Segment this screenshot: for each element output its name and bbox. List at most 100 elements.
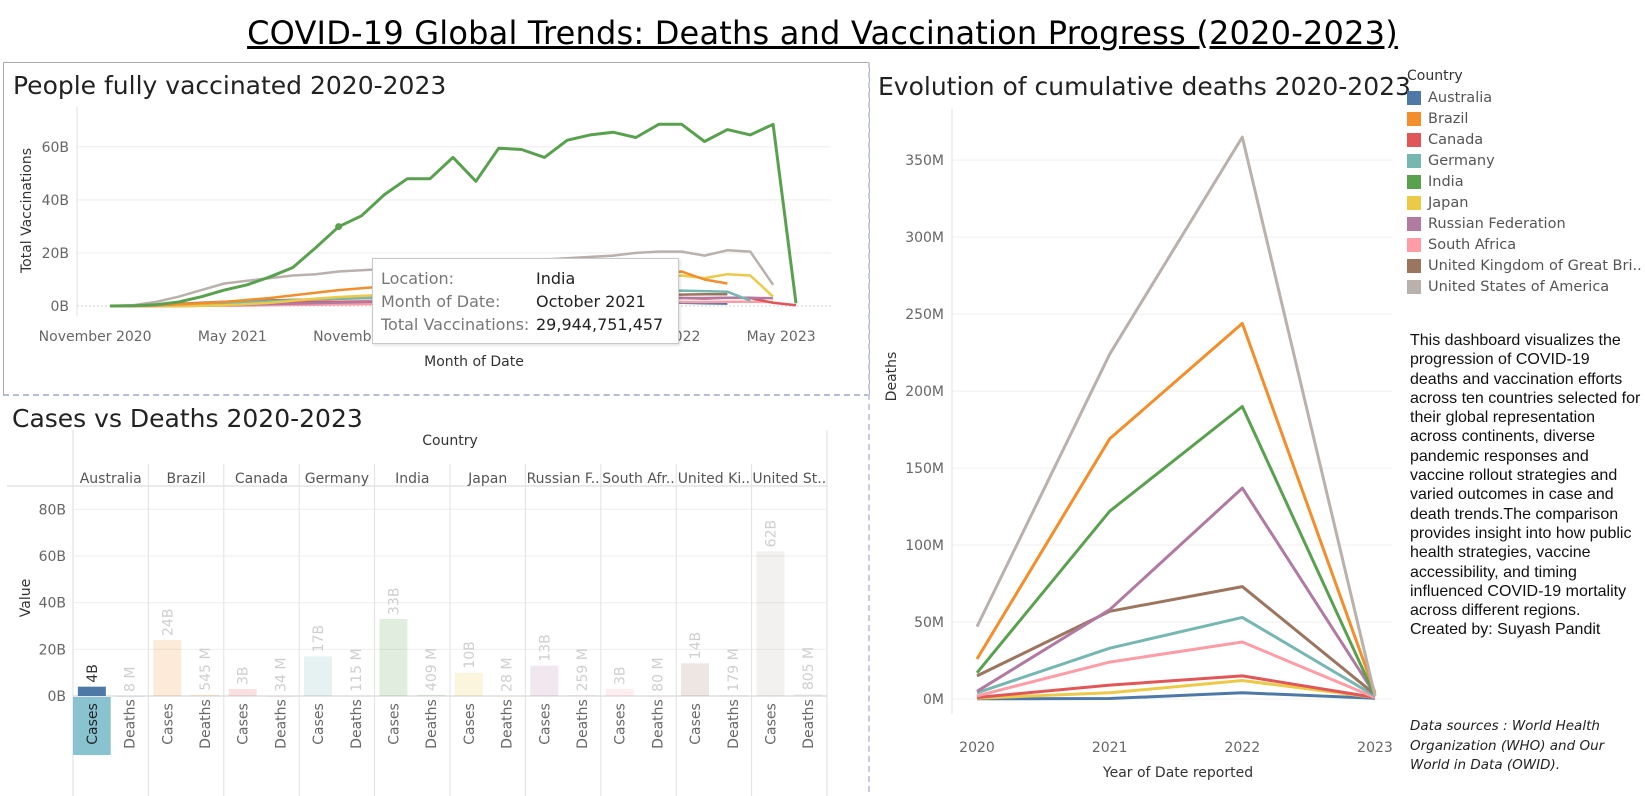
legend-items[interactable]: Australia Brazil Canada Germany India Japan Ru… [1407,87,1642,297]
description-text: This dashboard visualizes the progressio… [1410,332,1641,620]
cases-measure-label[interactable]: Cases [763,703,779,745]
y-tick-label: 0B [47,689,66,705]
cases-measure-label[interactable]: Cases [311,703,327,745]
highlighted-point[interactable] [335,223,343,231]
y-tick-label: 20B [42,246,69,262]
tooltip-key: Total Vaccinations: [381,315,530,334]
deaths-chart-panel[interactable]: Evolution of cumulative deaths 2020-2023… [872,62,1411,796]
legend-item-canada[interactable]: Canada [1407,129,1642,150]
country-legend[interactable]: Country Australia Brazil Canada Germany Indi… [1407,68,1642,297]
series-line-india[interactable] [109,122,798,308]
vaccination-chart-panel[interactable]: People fully vaccinated 2020-2023 0B 20B 4… [3,62,870,396]
cases-deaths-title: Cases vs Deaths 2020-2023 [12,404,363,433]
deaths-bar[interactable] [643,695,672,697]
cases-bar[interactable] [681,663,710,696]
legend-swatch [1407,153,1421,168]
legend-swatch [1407,195,1421,210]
cases-bar[interactable] [153,640,182,696]
deaths-measure-label[interactable]: Deaths [424,699,440,749]
legend-item-india[interactable]: India [1407,171,1642,192]
legend-label: Australia [1428,89,1493,106]
country-column-label: Russian F.. [527,471,600,487]
deaths-measure-label[interactable]: Deaths [575,699,591,749]
deaths-measure-label[interactable]: Deaths [123,699,139,749]
series-line-japan[interactable] [976,679,1376,700]
deaths-bar[interactable] [190,694,219,696]
cases-measure-label[interactable]: Cases [386,703,402,745]
deaths-measure-label[interactable]: Deaths [726,699,742,749]
y-tick-label: 0M [923,692,944,708]
deaths-measure-label[interactable]: Deaths [500,699,516,749]
x-tick-label: 2021 [1092,740,1128,756]
legend-item-south-africa[interactable]: South Africa [1407,234,1642,255]
country-column-label: Australia [80,471,142,487]
cases-bar[interactable] [304,656,333,696]
series-line-united-kingdom-of-great-bri[interactable] [976,585,1376,696]
cases-bar[interactable] [756,551,785,696]
series-line-australia[interactable] [976,691,1376,701]
y-tick-label: 60B [42,140,69,156]
cases-bar[interactable] [530,665,559,696]
tooltip-key: Month of Date: [381,292,501,311]
cases-measure-label[interactable]: Cases [688,703,704,745]
deaths-measure-label[interactable]: Deaths [801,699,817,749]
tooltip-row-location: Location: India [381,269,575,288]
series-line-south-africa[interactable] [976,640,1376,699]
deaths-bar[interactable] [718,695,747,697]
deaths-bar[interactable] [341,695,370,697]
cases-measure-label[interactable]: Cases [236,703,252,745]
cases-bar[interactable] [228,689,257,696]
y-tick-label: 60B [39,549,66,565]
deaths-bar[interactable] [115,695,144,697]
y-tick-label: 100M [905,538,944,554]
deaths-measure-label[interactable]: Deaths [349,699,365,749]
legend-item-brazil[interactable]: Brazil [1407,108,1642,129]
tooltip-row-month: Month of Date: October 2021 [381,292,646,311]
deaths-measure-label[interactable]: Deaths [273,699,289,749]
cases-bar[interactable] [605,689,634,696]
cases-measure-label[interactable]: Cases [160,703,176,745]
series-line-india[interactable] [975,405,1377,697]
cases-value-label: 3B [236,666,252,685]
cases-deaths-panel[interactable]: Cases vs Deaths 2020-2023 Country 0B 20B 40… [3,396,868,796]
cases-value-label: 3B [613,666,629,685]
series-line-united-states-of-america[interactable] [975,135,1377,697]
deaths-bar[interactable] [417,695,446,696]
deaths-bar[interactable] [492,695,521,697]
legend-item-united-states-of-america[interactable]: United States of America [1407,276,1642,297]
legend-item-germany[interactable]: Germany [1407,150,1642,171]
deaths-line-chart[interactable]: 0M 50M 100M 150M 200M 250M 300M 350M 2020 2021 202… [872,62,1402,796]
deaths-value-label: 805 M [801,647,817,690]
y-tick-label: 0B [50,299,69,315]
series-line-germany[interactable] [976,615,1376,698]
deaths-bar[interactable] [567,695,596,696]
legend-item-japan[interactable]: Japan [1407,192,1642,213]
cases-value-label: 10B [462,641,478,668]
legend-item-russian-federation[interactable]: Russian Federation [1407,213,1642,234]
deaths-bar[interactable] [266,695,295,697]
cases-measure-label[interactable]: Cases [462,703,478,745]
cases-measure-label[interactable]: Cases [537,703,553,745]
cases-measure-label[interactable]: Cases [613,703,629,745]
tooltip-value: India [536,269,576,288]
cases-deaths-bar-chart[interactable]: Country 0B 20B 40B 60B 80B Value Australia 4B 8 M… [3,396,868,796]
deaths-measure-label[interactable]: Deaths [650,699,666,749]
legend-item-australia[interactable]: Australia [1407,87,1642,108]
tooltip-value: 29,944,751,457 [536,315,664,334]
legend-label: Canada [1428,131,1484,148]
country-column-label: Germany [305,471,369,487]
cases-bar[interactable] [379,619,408,696]
cases-bar[interactable] [454,672,483,696]
series-line-russian-federation[interactable] [976,486,1377,696]
series-line-brazil[interactable] [975,321,1377,694]
cases-bar[interactable] [77,686,106,696]
country-header: Country [422,433,478,449]
deaths-bar[interactable] [794,694,823,696]
cases-measure-label[interactable]: Cases [85,703,101,745]
legend-item-united-kingdom-of-great-bri[interactable]: United Kingdom of Great Bri.. [1407,255,1642,276]
y-tick-label: 50M [914,615,944,631]
deaths-measure-label[interactable]: Deaths [198,699,214,749]
tooltip-key: Location: [381,269,455,288]
series-line-canada[interactable] [976,674,1376,699]
